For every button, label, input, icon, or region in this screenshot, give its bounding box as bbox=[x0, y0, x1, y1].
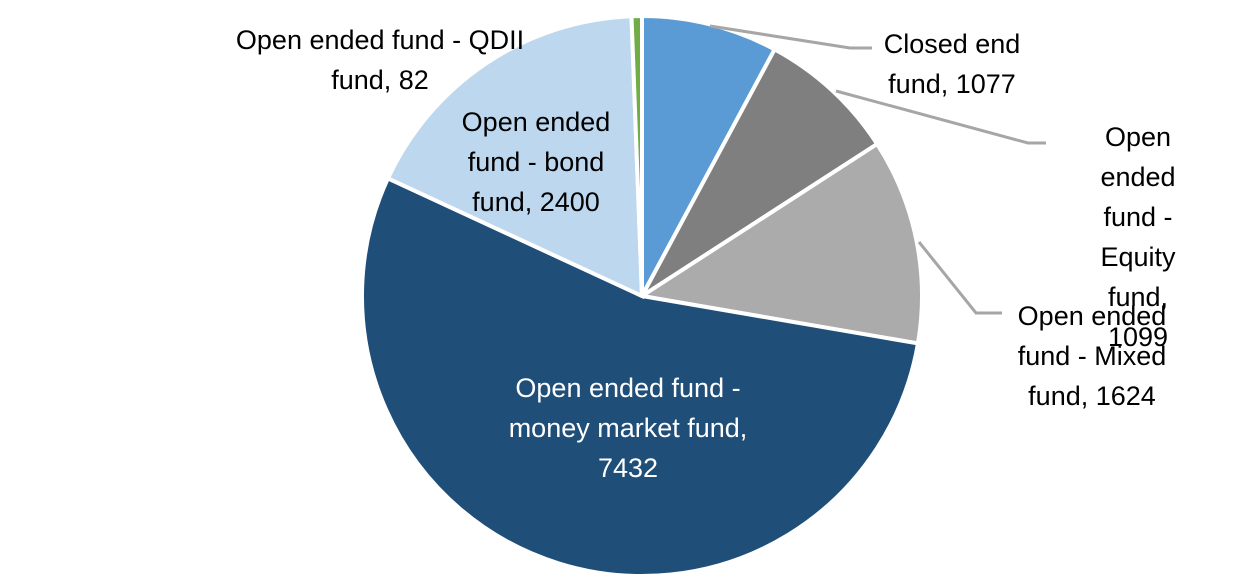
pie-slice-open-ended-equity-fund bbox=[640, 46, 880, 298]
pie-slice-open-ended-bond-fund bbox=[385, 14, 645, 300]
leader-line-closed-end-fund bbox=[709, 24, 872, 50]
pie-slice-open-ended-qdii-fund bbox=[629, 13, 644, 297]
leader-line-open-ended-equity-fund bbox=[835, 89, 1046, 145]
pie-slice-open-ended-money-market-fund bbox=[360, 175, 921, 578]
pie-slice-open-ended-mixed-fund bbox=[636, 141, 924, 346]
pie-slice-closed-end-fund bbox=[640, 13, 778, 297]
leader-line-open-ended-mixed-fund bbox=[917, 241, 1002, 315]
